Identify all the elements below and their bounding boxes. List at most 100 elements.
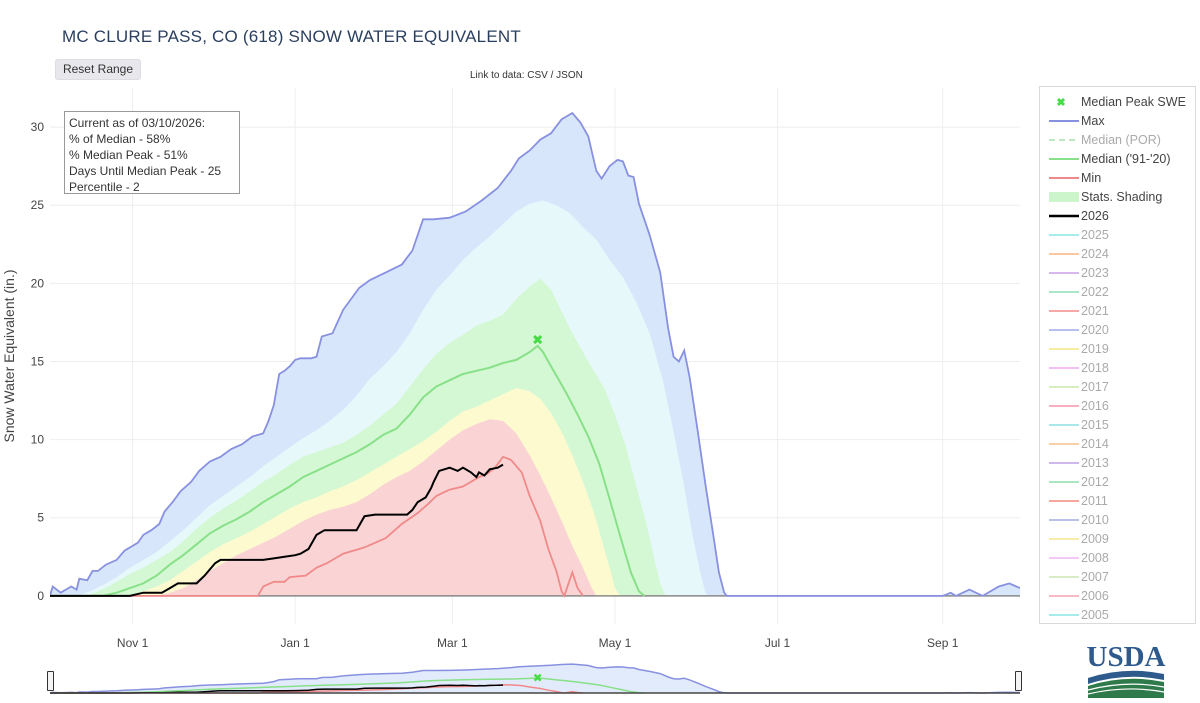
legend-symbol [1049, 500, 1079, 502]
usda-logo: USDA [1086, 640, 1166, 698]
legend-item[interactable]: 2024 [1040, 245, 1195, 264]
legend-label: 2011 [1081, 494, 1108, 508]
range-slider-left-handle[interactable] [47, 671, 54, 691]
legend-item[interactable]: 2012 [1040, 473, 1195, 492]
svg-text:USDA: USDA [1087, 641, 1166, 673]
mini-min-line [50, 683, 584, 694]
legend-item[interactable]: Stats. Shading [1040, 188, 1195, 207]
legend-symbol [1049, 348, 1079, 350]
legend-label: 2026 [1081, 209, 1109, 223]
legend-item[interactable]: 2011 [1040, 492, 1195, 511]
legend-item[interactable]: 2026 [1040, 207, 1195, 226]
legend-symbol [1049, 405, 1079, 407]
legend-symbol [1049, 234, 1079, 236]
mini-current-line [50, 684, 504, 694]
stats-days-until-peak: Days Until Median Peak - 25 [69, 164, 222, 178]
legend-label: 2005 [1081, 608, 1109, 622]
legend-item[interactable]: Max [1040, 112, 1195, 131]
legend-label: 2007 [1081, 570, 1109, 584]
legend-label: Median ('91-'20) [1081, 152, 1171, 166]
legend-symbol [1049, 538, 1079, 540]
legend-item[interactable]: 2007 [1040, 568, 1195, 587]
json-link[interactable]: JSON [556, 70, 583, 81]
legend-label: 2025 [1081, 228, 1109, 242]
legend-label: 2012 [1081, 475, 1109, 489]
legend-item[interactable]: 2019 [1040, 340, 1195, 359]
legend-item[interactable]: 2018 [1040, 359, 1195, 378]
legend-item[interactable]: Min [1040, 169, 1195, 188]
reset-range-button[interactable]: Reset Range [55, 59, 141, 80]
y-axis-label: Snow Water Equivalent (in.) [1, 270, 17, 443]
legend-item[interactable]: Median ('91-'20) [1040, 150, 1195, 169]
legend-symbol [1049, 424, 1079, 426]
mini-peak-marker [533, 673, 542, 682]
legend-symbol [1049, 367, 1079, 369]
legend-item[interactable]: Median (POR) [1040, 131, 1195, 150]
x-tick-label: Jan 1 [280, 636, 310, 650]
legend-item[interactable]: 2006 [1040, 587, 1195, 606]
legend-item[interactable]: 2021 [1040, 302, 1195, 321]
legend-label: 2021 [1081, 304, 1109, 318]
legend-symbol [1049, 192, 1079, 202]
legend-label: 2016 [1081, 399, 1109, 413]
legend-symbol [1049, 253, 1079, 255]
stats-pct-median-peak: % Median Peak - 51% [69, 148, 188, 162]
legend-item[interactable]: 2009 [1040, 530, 1195, 549]
mini-max-line [49, 663, 1021, 694]
legend-symbol [1049, 272, 1079, 274]
legend-item[interactable]: 2008 [1040, 549, 1195, 568]
data-link-separator: / [547, 70, 557, 81]
x-tick-label: Sep 1 [927, 636, 959, 650]
y-tick-label: 15 [31, 354, 45, 368]
legend-item[interactable]: 2020 [1040, 321, 1195, 340]
legend-symbol [1056, 97, 1066, 107]
y-axis-ticks: 0 5 10 15 20 25 30 [31, 120, 45, 603]
stats-percentile: Percentile - 2 [69, 180, 140, 194]
legend-symbol [1049, 462, 1079, 464]
legend-symbol [1049, 310, 1079, 312]
legend-label: Stats. Shading [1081, 190, 1163, 204]
legend-item[interactable]: 2013 [1040, 454, 1195, 473]
legend: Median Peak SWE Max Median (POR) Median ('9… [1039, 86, 1196, 624]
stats-pct-median: % of Median - 58% [69, 132, 171, 146]
legend-symbol [1049, 158, 1079, 160]
legend-symbol [1049, 214, 1079, 218]
csv-link[interactable]: CSV [527, 70, 548, 81]
legend-item[interactable]: 2023 [1040, 264, 1195, 283]
legend-label: 2024 [1081, 247, 1109, 261]
legend-symbol [1049, 614, 1079, 616]
x-tick-label: May 1 [599, 636, 632, 650]
x-axis-ticks: Nov 1 Jan 1 Mar 1 May 1 Jul 1 Sep 1 [117, 636, 959, 650]
legend-label: 2020 [1081, 323, 1109, 337]
legend-symbol [1049, 386, 1079, 388]
legend-marker [1056, 97, 1066, 107]
legend-item[interactable]: 2016 [1040, 397, 1195, 416]
legend-item[interactable]: 2014 [1040, 435, 1195, 454]
legend-item[interactable]: 2017 [1040, 378, 1195, 397]
legend-item[interactable]: 2015 [1040, 416, 1195, 435]
mini-median-line [50, 677, 645, 694]
y-tick-label: 0 [37, 589, 44, 603]
legend-item[interactable]: Median Peak SWE [1040, 93, 1195, 112]
legend-item[interactable]: 2022 [1040, 283, 1195, 302]
series-lines [50, 111, 1020, 599]
page-title: MC CLURE PASS, CO (618) SNOW WATER EQUIV… [62, 27, 521, 46]
p10-area [50, 419, 597, 596]
y-tick-label: 25 [31, 198, 45, 212]
legend-item[interactable]: 2010 [1040, 511, 1195, 530]
legend-label: 2006 [1081, 589, 1109, 603]
legend-item[interactable]: 2025 [1040, 226, 1195, 245]
legend-label: 2019 [1081, 342, 1109, 356]
legend-label: Min [1081, 171, 1102, 185]
legend-label: Max [1081, 114, 1105, 128]
legend-symbol [1049, 576, 1079, 578]
legend-band [1049, 192, 1079, 202]
legend-item[interactable]: 2005 [1040, 606, 1195, 625]
legend-label: 2013 [1081, 456, 1109, 470]
median-peak-x [533, 335, 543, 345]
range-slider-right-handle[interactable] [1015, 671, 1022, 691]
legend-symbol [1049, 177, 1079, 179]
y-tick-label: 10 [31, 433, 45, 447]
range-slider[interactable] [49, 663, 1021, 694]
legend-label: 2008 [1081, 551, 1109, 565]
